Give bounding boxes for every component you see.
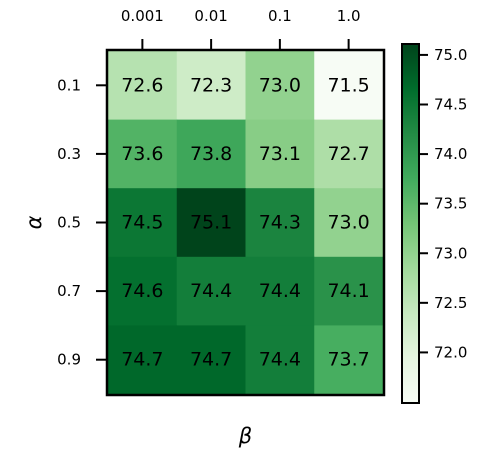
cell-value-label: 73.1 xyxy=(259,143,301,165)
heatmap-cell xyxy=(245,51,315,121)
cell-value-label: 72.7 xyxy=(327,143,369,165)
x-tick-label: 0.001 xyxy=(121,7,164,25)
heatmap-cell xyxy=(314,188,384,258)
heatmap-cell xyxy=(108,119,178,189)
colorbar-tick-label: 73.0 xyxy=(434,244,467,262)
heatmap-cell xyxy=(176,119,246,189)
heatmap-cell xyxy=(245,188,315,258)
y-axis-label: α xyxy=(22,215,46,229)
colorbar-tick-label: 75.0 xyxy=(434,46,467,64)
cell-value-label: 74.7 xyxy=(190,349,232,371)
heatmap-cell xyxy=(108,325,178,395)
colorbar-tick-label: 74.5 xyxy=(434,96,467,114)
cell-value-label: 74.4 xyxy=(259,349,301,371)
x-tick-label: 0.01 xyxy=(194,7,227,25)
cell-value-label: 74.6 xyxy=(121,280,163,302)
heatmap-cell xyxy=(314,325,384,395)
cell-value-label: 74.4 xyxy=(190,280,232,302)
cell-value-label: 73.0 xyxy=(259,74,301,96)
y-tick-label: 0.3 xyxy=(57,145,81,163)
x-axis-top: 0.001 0.01 0.1 1.0 xyxy=(121,7,361,50)
heatmap-cell xyxy=(176,188,246,258)
heatmap-cell xyxy=(108,256,178,326)
cell-value-label: 73.7 xyxy=(327,349,369,371)
y-tick-label: 0.9 xyxy=(57,351,81,369)
colorbar-tick-label: 72.5 xyxy=(434,294,467,312)
cell-value-label: 71.5 xyxy=(327,74,369,96)
cell-value-label: 74.4 xyxy=(259,280,301,302)
cell-value-label: 75.1 xyxy=(190,212,232,234)
colorbar-tick-label: 74.0 xyxy=(434,145,467,163)
x-tick-label: 0.1 xyxy=(268,7,292,25)
heatmap-cell xyxy=(245,256,315,326)
y-axis: 0.1 0.3 0.5 0.7 0.9 xyxy=(57,76,107,369)
cell-value-label: 74.3 xyxy=(259,212,301,234)
y-tick-label: 0.5 xyxy=(57,214,81,232)
colorbar xyxy=(401,43,420,404)
heatmap-cell xyxy=(314,256,384,326)
y-tick-label: 0.7 xyxy=(57,282,81,300)
heatmap-cell xyxy=(108,188,178,258)
heatmap-cell xyxy=(176,256,246,326)
x-axis-label: β xyxy=(238,424,252,448)
x-tick-label: 1.0 xyxy=(337,7,361,25)
heatmap-cell xyxy=(108,51,178,121)
heatmap-cell-labels: 72.6 72.3 73.0 71.5 73.6 73.8 73.1 72.7 74.5 75.1… xyxy=(121,74,370,370)
cell-value-label: 73.8 xyxy=(190,143,232,165)
heatmap-cell xyxy=(314,119,384,189)
colorbar-tick-label: 72.0 xyxy=(434,343,467,361)
colorbar-ticks: 72.0 72.5 73.0 73.5 74.0 74.5 75.0 xyxy=(419,46,467,361)
cell-value-label: 72.6 xyxy=(121,74,163,96)
colorbar-tick-label: 73.5 xyxy=(434,195,467,213)
y-tick-label: 0.1 xyxy=(57,76,81,94)
heatmap-cells xyxy=(108,51,384,395)
heatmap-cell xyxy=(314,51,384,121)
cell-value-label: 72.3 xyxy=(190,74,232,96)
heatmap-cell xyxy=(245,119,315,189)
cell-value-label: 74.5 xyxy=(121,212,163,234)
cell-value-label: 74.1 xyxy=(327,280,369,302)
cell-value-label: 73.6 xyxy=(121,143,163,165)
cell-value-label: 73.0 xyxy=(327,212,369,234)
cell-value-label: 74.7 xyxy=(121,349,163,371)
heatmap-cell xyxy=(176,51,246,121)
heatmap-cell xyxy=(245,325,315,395)
heatmap-cell xyxy=(176,325,246,395)
